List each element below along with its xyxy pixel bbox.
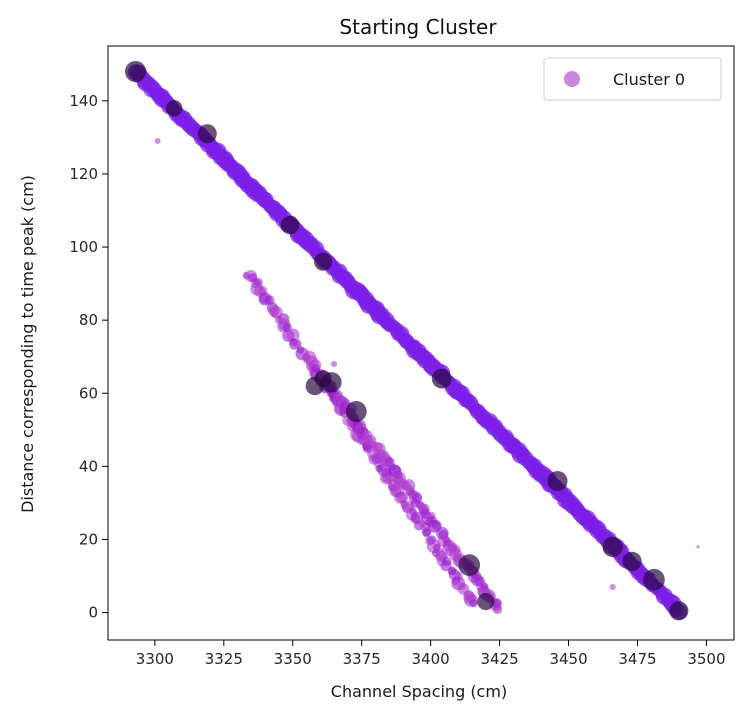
- data-point: [422, 528, 431, 538]
- cluster-0-highlights: [125, 61, 689, 621]
- y-tick-label: 20: [79, 530, 98, 548]
- data-point: [305, 376, 324, 396]
- data-point: [125, 61, 147, 83]
- y-axis-label: Distance corresponding to time peak (cm): [18, 175, 37, 513]
- x-axis-label: Channel Spacing (cm): [331, 682, 507, 701]
- data-point: [286, 328, 300, 342]
- x-tick-label: 3475: [618, 650, 656, 668]
- data-point: [622, 551, 642, 572]
- data-point: [166, 100, 183, 117]
- x-tick-label: 3375: [343, 650, 381, 668]
- data-point: [602, 536, 623, 557]
- y-tick-label: 40: [79, 457, 98, 475]
- y-tick-label: 120: [69, 165, 98, 183]
- data-point: [397, 491, 409, 503]
- data-point: [669, 601, 689, 621]
- data-point: [345, 401, 367, 422]
- data-point: [458, 554, 481, 576]
- data-point: [643, 568, 665, 591]
- data-point: [609, 584, 616, 590]
- legend-box: [543, 57, 722, 101]
- data-point: [547, 471, 568, 491]
- legend-marker: [564, 71, 580, 87]
- data-point: [477, 593, 495, 611]
- data-point: [314, 252, 333, 271]
- chart-title: Starting Cluster: [339, 15, 497, 39]
- x-tick-label: 3450: [549, 650, 587, 668]
- x-tick-label: 3325: [205, 650, 243, 668]
- cluster-0-track-0: [127, 64, 688, 620]
- y-tick-label: 0: [88, 604, 98, 622]
- y-tick-label: 140: [69, 92, 98, 110]
- data-point: [280, 215, 300, 235]
- x-axis: 3300 3325 3350 3375 3400 3425 3450 3475 3500: [136, 640, 726, 668]
- data-point: [154, 138, 161, 144]
- legend-label-cluster-0: Cluster 0: [613, 70, 685, 89]
- x-tick-label: 3425: [481, 650, 519, 668]
- x-tick-label: 3500: [687, 650, 725, 668]
- data-point: [321, 372, 342, 393]
- data-point: [492, 604, 503, 614]
- x-tick-label: 3400: [412, 650, 450, 668]
- data-point: [431, 368, 452, 389]
- plot-area: [125, 61, 700, 621]
- x-tick-label: 3300: [136, 650, 174, 668]
- legend: Cluster 0: [543, 57, 722, 101]
- y-tick-label: 100: [69, 238, 98, 256]
- x-tick-label: 3350: [274, 650, 312, 668]
- data-point: [197, 124, 217, 144]
- y-axis: 0 20 40 60 80 100 120 140: [69, 92, 108, 622]
- data-point: [331, 361, 338, 367]
- data-point: [292, 339, 302, 349]
- plot-frame: [107, 45, 735, 641]
- y-tick-label: 80: [79, 311, 98, 329]
- cluster-0-outliers: [154, 138, 700, 590]
- y-tick-label: 60: [79, 384, 98, 402]
- data-point: [696, 545, 700, 549]
- data-point: [469, 599, 478, 608]
